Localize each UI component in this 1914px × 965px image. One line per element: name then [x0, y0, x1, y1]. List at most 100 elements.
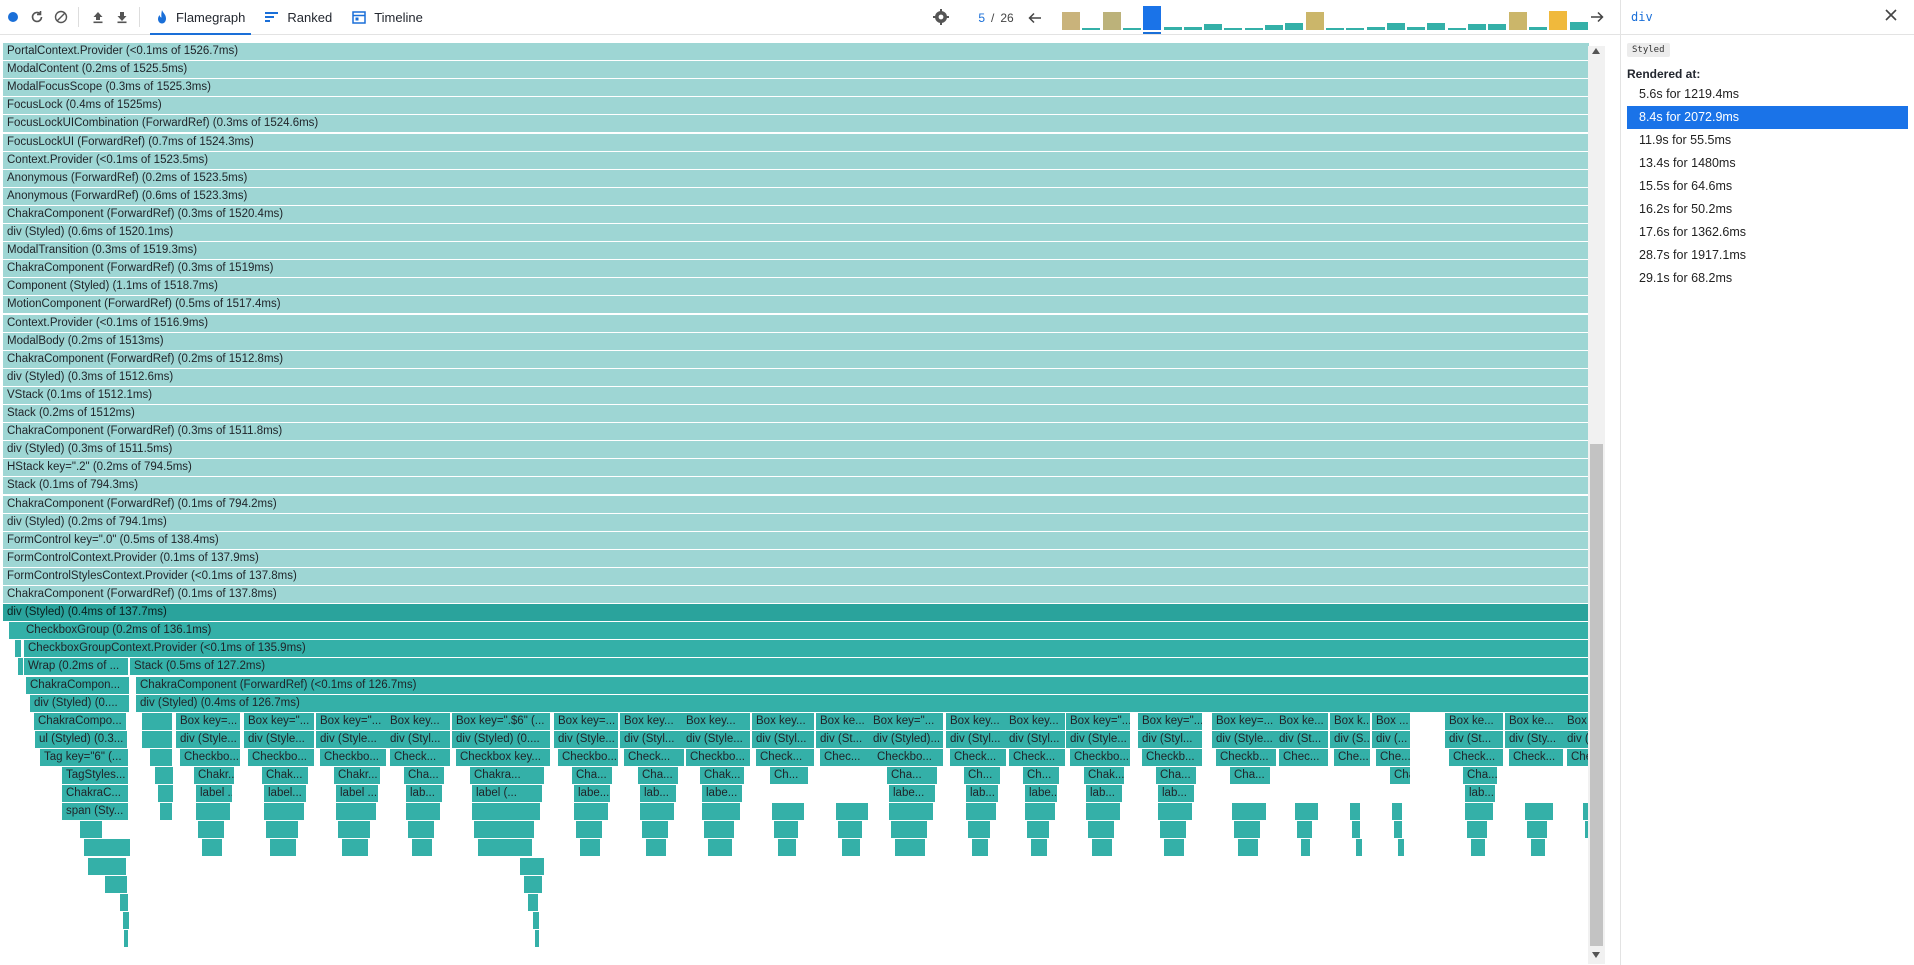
flame-node[interactable]: Check... [1449, 749, 1503, 766]
download-icon[interactable] [111, 6, 133, 28]
commit-bar[interactable] [1427, 23, 1445, 30]
flame-node[interactable] [155, 767, 173, 784]
commit-bar[interactable] [1164, 27, 1182, 30]
flame-node[interactable]: ModalContent (0.2ms of 1525.5ms) [3, 61, 1589, 78]
flame-node[interactable]: div (Styl... [1138, 731, 1202, 748]
flame-node[interactable] [1525, 803, 1553, 820]
flame-node[interactable] [338, 821, 370, 838]
commit-bar[interactable] [1184, 27, 1202, 30]
flame-node[interactable] [150, 749, 172, 766]
flame-node[interactable]: lab... [1086, 785, 1122, 802]
flame-node[interactable]: Box key=".$6" (... [452, 713, 550, 730]
flame-node[interactable]: Box key... [620, 713, 684, 730]
flame-node[interactable]: Check... [624, 749, 684, 766]
flame-node[interactable] [105, 876, 127, 893]
flame-node[interactable]: Chak... [1084, 767, 1124, 784]
flame-node[interactable] [1232, 803, 1266, 820]
flame-node[interactable]: VStack (0.1ms of 1512.1ms) [3, 387, 1589, 404]
flame-node[interactable]: FormControlStylesContext.Provider (<0.1m… [3, 568, 1589, 585]
flame-node[interactable]: Chak... [700, 767, 744, 784]
flame-node[interactable] [838, 821, 862, 838]
flame-node[interactable]: div (Styl... [1005, 731, 1065, 748]
flame-node[interactable] [478, 839, 532, 856]
flame-node[interactable] [270, 839, 296, 856]
flame-node[interactable] [535, 930, 539, 947]
flame-node[interactable]: Ch... [770, 767, 808, 784]
flame-node[interactable] [474, 821, 534, 838]
tab-flamegraph[interactable]: Flamegraph [146, 0, 255, 35]
flame-node[interactable]: span (Sty... [62, 803, 128, 820]
flame-node[interactable] [524, 876, 542, 893]
flame-node[interactable]: FocusLockUICombination (ForwardRef) (0.3… [3, 115, 1589, 132]
flame-node[interactable]: div (Styled)... [869, 731, 943, 748]
flame-node[interactable] [774, 821, 798, 838]
flame-node[interactable] [84, 839, 130, 856]
flame-node[interactable]: Box key=... [176, 713, 240, 730]
flame-node[interactable]: Context.Provider (<0.1ms of 1523.5ms) [3, 152, 1589, 169]
flame-node[interactable]: div (Styled) (0.3ms of 1512.6ms) [3, 369, 1589, 386]
flame-node[interactable]: ChakraC... [62, 785, 128, 802]
flame-node[interactable] [1160, 821, 1186, 838]
flame-node[interactable]: Check... [756, 749, 814, 766]
flame-node[interactable]: div (Styl... [946, 731, 1006, 748]
flame-node[interactable] [972, 839, 988, 856]
flame-node[interactable]: Box key="... [1066, 713, 1130, 730]
flame-node[interactable]: div (Styl... [386, 731, 450, 748]
commit-bar[interactable] [1224, 28, 1242, 30]
flame-node[interactable]: lab... [1158, 785, 1194, 802]
flame-node[interactable]: labe... [1025, 785, 1057, 802]
flame-node[interactable] [580, 839, 600, 856]
flame-node[interactable] [1025, 803, 1055, 820]
flame-node[interactable] [576, 821, 602, 838]
render-item[interactable]: 28.7s for 1917.1ms [1639, 248, 1747, 262]
flame-node[interactable]: div ( [1563, 731, 1589, 748]
commit-bar-chart[interactable] [1062, 4, 1588, 34]
flame-node[interactable]: Box key=... [1212, 713, 1276, 730]
reload-icon[interactable] [26, 6, 48, 28]
flame-node[interactable]: Box key="... [869, 713, 943, 730]
commit-bar[interactable] [1367, 27, 1385, 30]
flame-node[interactable]: div (Styl... [620, 731, 684, 748]
flame-node[interactable]: Box key... [752, 713, 814, 730]
flame-node[interactable] [1088, 821, 1114, 838]
flame-node[interactable]: Box key=... [554, 713, 618, 730]
flame-node[interactable]: Anonymous (ForwardRef) (0.6ms of 1523.3m… [3, 188, 1589, 205]
flame-node[interactable] [158, 785, 173, 802]
flame-node[interactable] [1392, 803, 1402, 820]
flame-node[interactable] [966, 803, 996, 820]
flame-node[interactable]: div (Style... [682, 731, 750, 748]
flame-node[interactable] [642, 821, 668, 838]
commit-bar[interactable] [1306, 12, 1324, 30]
flame-node[interactable] [1350, 803, 1360, 820]
flame-node[interactable]: ChakraComponent (ForwardRef) (0.2ms of 1… [3, 351, 1589, 368]
commit-bar[interactable] [1407, 27, 1425, 30]
flame-node[interactable] [160, 803, 172, 820]
flame-node[interactable]: Box ke... [1445, 713, 1503, 730]
flame-node[interactable] [778, 839, 796, 856]
flame-node[interactable]: FormControlContext.Provider (0.1ms of 13… [3, 550, 1589, 567]
flame-node[interactable]: Cha... [1463, 767, 1497, 784]
commit-bar[interactable] [1387, 23, 1405, 30]
flame-node[interactable]: div (Style... [1212, 731, 1276, 748]
flame-node[interactable]: Component (Styled) (1.1ms of 1518.7ms) [3, 278, 1589, 295]
flame-node[interactable]: div (... [1372, 731, 1410, 748]
flame-node[interactable]: Checkbo... [248, 749, 314, 766]
flame-node[interactable]: label... [264, 785, 306, 802]
flame-node[interactable] [1352, 821, 1360, 838]
flame-node[interactable] [1531, 839, 1545, 856]
render-item[interactable]: 5.6s for 1219.4ms [1639, 87, 1740, 101]
commit-bar[interactable] [1103, 12, 1121, 30]
flame-node[interactable]: Cha... [887, 767, 937, 784]
commit-bar[interactable] [1245, 28, 1263, 30]
commit-bar[interactable] [1448, 28, 1466, 30]
flame-node[interactable]: Checkbo... [180, 749, 240, 766]
flame-node[interactable]: TagStyles... [62, 767, 128, 784]
tab-timeline[interactable]: Timeline [342, 0, 433, 35]
scroll-down-arrow-icon[interactable] [1592, 952, 1600, 958]
flame-node[interactable]: lab... [406, 785, 442, 802]
flame-node[interactable]: ChakraCompo... [34, 713, 126, 730]
flame-node[interactable]: Anonymous (ForwardRef) (0.2ms of 1523.5m… [3, 170, 1589, 187]
flame-node[interactable]: Box key... [682, 713, 750, 730]
flame-node[interactable]: div (Styled) (0.6ms of 1520.1ms) [3, 224, 1589, 241]
flame-node[interactable]: lab... [640, 785, 676, 802]
